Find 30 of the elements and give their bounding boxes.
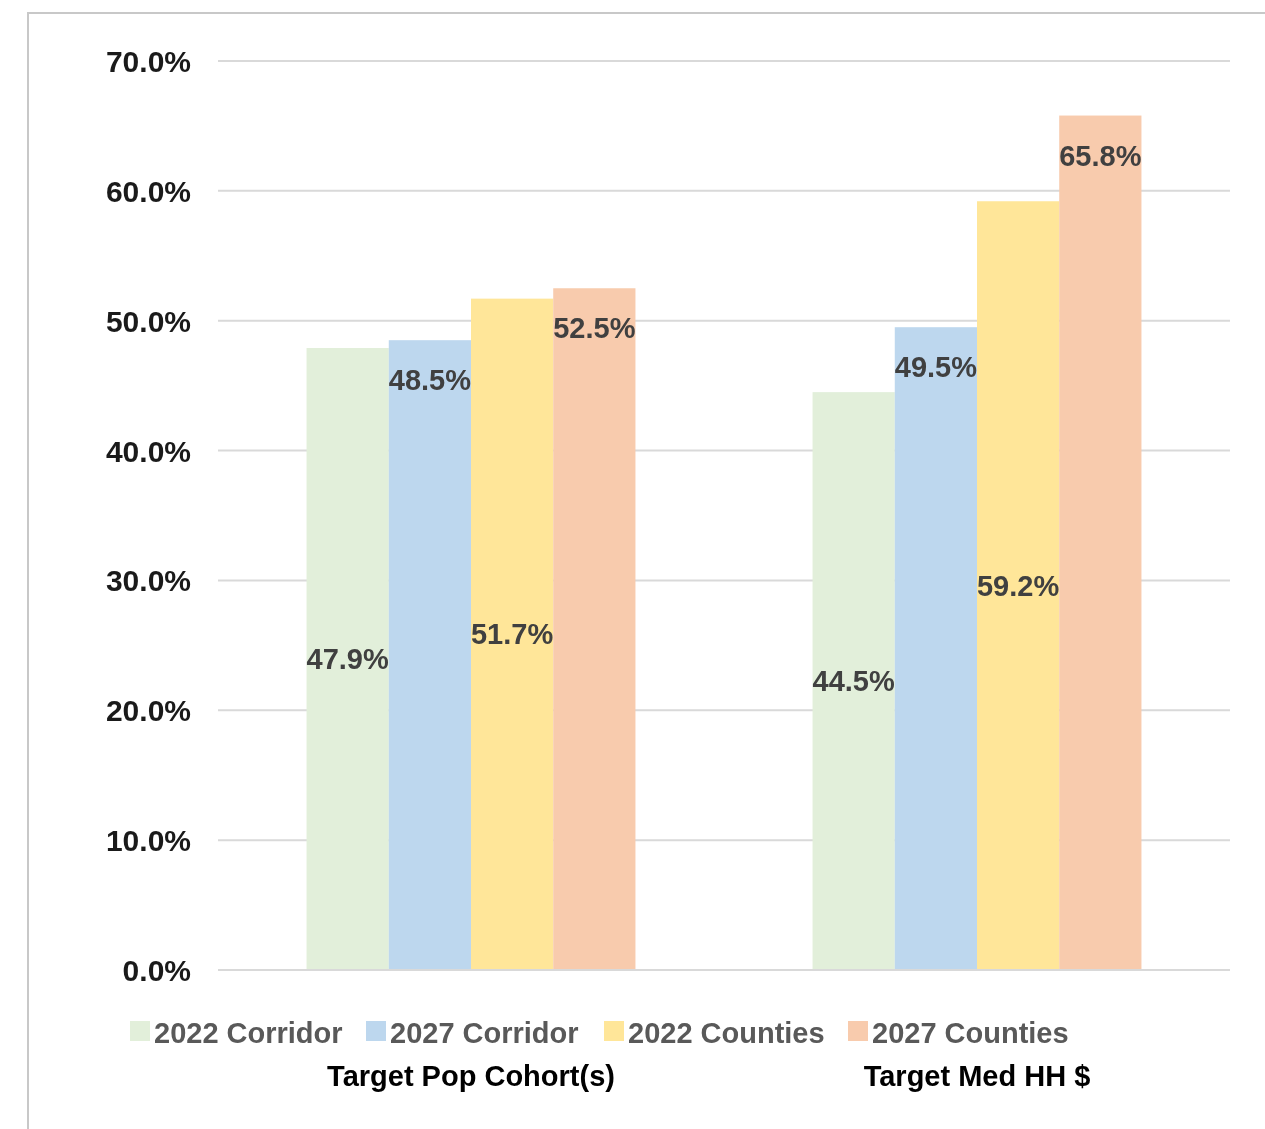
y-tick-label: 50.0% xyxy=(105,304,191,338)
legend-label: 2027 Counties xyxy=(872,1017,1069,1049)
text: 51.7% xyxy=(471,618,554,651)
y-tick-label: 10.0% xyxy=(105,824,191,858)
text: 48.5% xyxy=(388,364,471,397)
text: 49.5% xyxy=(894,351,977,384)
text: 44.5% xyxy=(812,665,895,698)
y-tick-label: 60.0% xyxy=(105,174,191,208)
legend-label: 2027 Corridor xyxy=(390,1017,579,1049)
y-tick-label: 20.0% xyxy=(105,694,191,728)
bar xyxy=(812,392,895,970)
text: 59.2% xyxy=(977,569,1060,602)
text: 52.5% xyxy=(553,312,636,345)
bar xyxy=(1059,115,1142,970)
legend-label: 2022 Corridor xyxy=(154,1017,343,1049)
y-tick-label: 70.0% xyxy=(105,45,191,78)
bar xyxy=(471,298,554,970)
x-tick-label: Target Pop Cohort(s) xyxy=(327,1060,615,1092)
text: 47.9% xyxy=(306,642,389,675)
x-tick-label: Target Med HH $ xyxy=(863,1060,1091,1092)
bar xyxy=(388,340,471,970)
y-tick-label: 0.0% xyxy=(122,954,191,987)
bar xyxy=(977,201,1060,970)
bar xyxy=(894,327,977,970)
legend-label: 2022 Counties xyxy=(628,1017,825,1049)
y-tick-label: 30.0% xyxy=(105,564,191,598)
bar xyxy=(553,288,636,970)
bar xyxy=(306,347,389,970)
y-tick-label: 40.0% xyxy=(105,434,191,468)
text: 65.8% xyxy=(1059,139,1142,172)
